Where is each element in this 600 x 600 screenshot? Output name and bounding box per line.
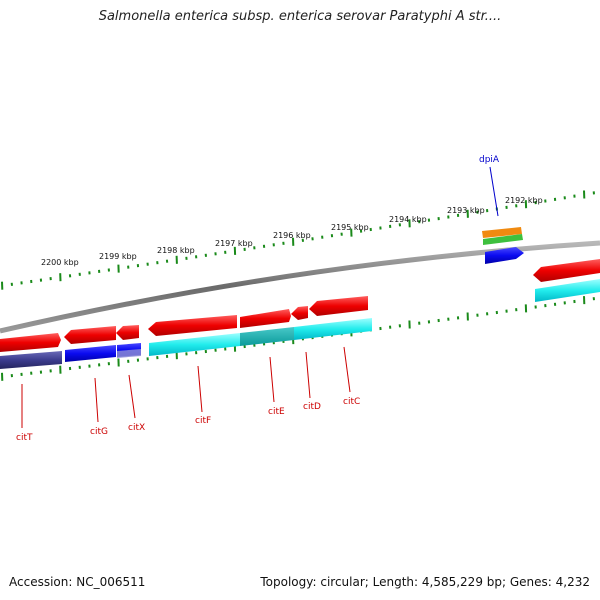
scale-label-2198: 2198 kbp [157,246,195,255]
gene-label-citX[interactable]: citX [128,423,145,433]
feature-orange [482,227,522,238]
gene-label-citF[interactable]: citF [195,416,211,426]
feature-cyan-mid [294,318,372,340]
feature-teal [240,327,294,346]
gene-label-citC[interactable]: citC [343,397,360,407]
accession-text: Accession: NC_006511 [9,575,146,589]
scale-label-2196: 2196 kbp [273,231,311,240]
gene-arrow-citC[interactable] [309,296,368,316]
gene-label-citD[interactable]: citD [303,402,321,412]
gene-arrow-citE[interactable] [240,309,291,328]
label-leaders [21,166,499,428]
dpiA-region [482,227,524,264]
gene-arrow-citT[interactable] [0,333,61,352]
scale-label-2197: 2197 kbp [215,239,253,248]
feature-blue [65,345,116,362]
leader-citG [94,377,99,423]
scale-label-2193: 2193 kbp [447,206,485,215]
cds-track-red [0,259,600,352]
gene-arrow-citD[interactable] [291,306,308,320]
scale-label-2192: 2192 kbp [505,196,543,205]
gene-arrow-citG[interactable] [64,326,116,344]
feature-green [483,234,523,245]
gene-label-citG[interactable]: citG [90,427,108,437]
gene-arrow-dpiA[interactable] [485,247,524,264]
scale-ticks-outer [1,190,595,290]
leader-citX [128,374,136,419]
gene-arrow-citF[interactable] [148,315,237,336]
gene-label-citE[interactable]: citE [268,407,285,417]
feature-lilac [117,349,141,358]
leader-citE [269,356,275,403]
map-title: Salmonella enterica subsp. enterica sero… [98,9,502,24]
scale-label-2199: 2199 kbp [99,252,137,261]
feature-cyan-right [535,279,600,302]
scale-label-2194: 2194 kbp [389,215,427,224]
leader-dpiA [489,166,499,217]
gene-arrow-citX[interactable] [116,325,139,340]
gene-label-citT[interactable]: citT [16,433,33,443]
genome-summary: Topology: circular; Length: 4,585,229 bp… [260,575,590,589]
feature-navy [0,351,62,369]
gene-arrow-right[interactable] [533,259,600,282]
scale-label-2195: 2195 kbp [331,223,369,232]
leader-citD [305,351,311,399]
feature-track-lower [0,279,600,369]
gene-label-dpiA[interactable]: dpiA [479,155,500,165]
scale-label-2200: 2200 kbp [41,258,79,267]
leader-citF [197,365,203,413]
leader-citC [343,346,351,393]
feature-cyan-long [149,333,240,356]
